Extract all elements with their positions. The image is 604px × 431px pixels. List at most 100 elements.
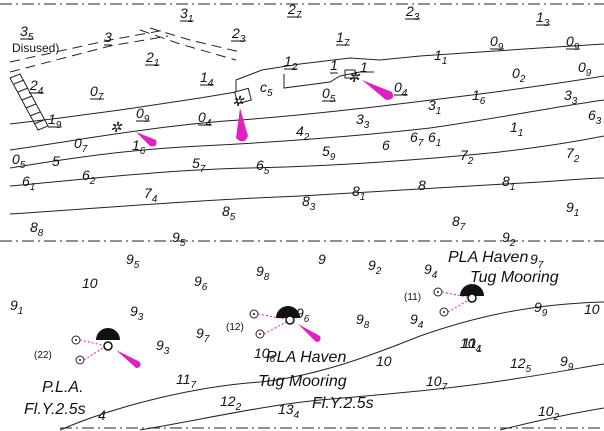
sounding-value: 31 bbox=[428, 97, 441, 117]
sounding-value: 134 bbox=[278, 401, 300, 421]
sounding-value: 09 bbox=[136, 105, 150, 125]
sounding-value: 117 bbox=[176, 371, 197, 391]
sounding-value: 57 bbox=[192, 155, 206, 175]
sounding-value: 122 bbox=[220, 393, 242, 413]
sounding-value: 111 bbox=[462, 335, 482, 355]
sounding-value: 59 bbox=[322, 143, 336, 163]
pla-haven-right-line2: Tug Mooring bbox=[470, 269, 559, 286]
light-flare-upper-left[interactable] bbox=[136, 132, 157, 147]
sounding-value: 62 bbox=[82, 167, 96, 187]
sounding-value: 61 bbox=[428, 129, 441, 149]
sounding-value: 23 bbox=[231, 25, 246, 45]
sounding-value: 74 bbox=[144, 185, 158, 205]
sounding-value: 12 bbox=[284, 53, 298, 73]
sounding-value: 09 bbox=[566, 33, 580, 53]
sounding-value: 19 bbox=[48, 111, 62, 131]
sounding-value: 81 bbox=[352, 183, 365, 203]
sounding-value: 83 bbox=[302, 193, 316, 213]
svg-text:✲: ✲ bbox=[110, 119, 123, 135]
sounding-value: 94 bbox=[410, 311, 424, 331]
sounding-value: 97 bbox=[530, 251, 544, 271]
mooring-buoy-right[interactable] bbox=[433, 284, 484, 317]
sounding-value: 02 bbox=[512, 65, 526, 85]
sounding-value: 93 bbox=[156, 337, 170, 357]
sounding-value: 95 bbox=[126, 251, 140, 271]
sounding-value: 6 bbox=[382, 137, 390, 153]
pla-haven-center-line1: PLA Haven bbox=[266, 349, 346, 366]
sounding-value: 81 bbox=[502, 173, 515, 193]
sounding-value: 17 bbox=[336, 29, 350, 49]
svg-text:✲: ✲ bbox=[232, 93, 245, 109]
sounding-value: 92 bbox=[502, 229, 516, 249]
sounding-value: 99 bbox=[534, 299, 548, 319]
sounding-value: 8 bbox=[418, 177, 426, 193]
pla-line2: Fl.Y.2.5s bbox=[24, 401, 86, 418]
sounding-value: c5 bbox=[260, 79, 273, 99]
svg-text:✲: ✲ bbox=[348, 69, 361, 85]
sounding-value: 96 bbox=[296, 305, 310, 325]
sounding-value: 13 bbox=[536, 9, 550, 29]
sounding-value: 93 bbox=[130, 303, 144, 323]
sounding-value: 67 bbox=[410, 129, 424, 149]
pla-haven-center-line2: Tug Mooring bbox=[258, 373, 347, 390]
buoy-number-22: (22) bbox=[34, 350, 52, 361]
sounding-value: 65 bbox=[256, 157, 270, 177]
light-flare-upper-center[interactable] bbox=[236, 108, 248, 142]
sounding-value: 125 bbox=[510, 355, 532, 375]
sounding-value: 14 bbox=[200, 69, 214, 89]
sounding-value: 98 bbox=[256, 263, 270, 283]
sounding-value: 91 bbox=[566, 199, 579, 219]
sounding-value: 11 bbox=[434, 47, 447, 67]
mooring-buoy-left[interactable] bbox=[71, 328, 141, 368]
sounding-value: 09 bbox=[490, 33, 504, 53]
buoy-number-11: (11) bbox=[404, 292, 421, 303]
sounding-value: 27 bbox=[287, 1, 302, 21]
sounding-value: 35 bbox=[20, 23, 34, 43]
sounding-value: 85 bbox=[222, 203, 236, 223]
sounding-value: 95 bbox=[172, 229, 186, 249]
sounding-value: 33 bbox=[564, 87, 578, 107]
sounding-value: 10 bbox=[376, 353, 392, 369]
sounding-value: 97 bbox=[196, 325, 210, 345]
sounding-value: 1 bbox=[360, 59, 368, 75]
sounding-value: 88 bbox=[30, 219, 44, 239]
sounding-value: 72 bbox=[460, 147, 474, 167]
sounding-value: 33 bbox=[356, 111, 370, 131]
sounding-value: 07 bbox=[90, 83, 104, 103]
sounding-value: 96 bbox=[194, 273, 208, 293]
sounding-value: 91 bbox=[10, 297, 23, 317]
sounding-value: 99 bbox=[560, 353, 574, 373]
sounding-value: 04 bbox=[394, 79, 408, 99]
mooring-buoy-center[interactable] bbox=[249, 306, 321, 342]
sounding-value: 3 bbox=[104, 29, 112, 45]
landmark-star-icon: ✲ ✲ ✲ bbox=[110, 69, 361, 135]
jetty-structure bbox=[9, 73, 49, 131]
sounding-value: 16 bbox=[132, 137, 146, 157]
sounding-value: 31 bbox=[180, 5, 193, 25]
sounding-value: 05 bbox=[322, 85, 336, 105]
sounding-value: 10 bbox=[584, 301, 600, 317]
sounding-value: 94 bbox=[424, 261, 438, 281]
wharf-structure bbox=[9, 43, 604, 125]
depth-contour-lines bbox=[9, 75, 604, 431]
sounding-value: 9 bbox=[318, 251, 326, 267]
sounding-value: 72 bbox=[566, 145, 580, 165]
light-flare-upper-right[interactable] bbox=[362, 80, 394, 100]
sounding-value: 63 bbox=[588, 107, 602, 127]
sounding-value: 10 bbox=[82, 275, 98, 291]
sounding-value: 5 bbox=[52, 153, 60, 169]
sounding-value: 21 bbox=[145, 49, 159, 69]
sounding-value: 16 bbox=[472, 87, 486, 107]
sounding-value: 11 bbox=[510, 119, 523, 139]
light-characteristic-right: Fl.Y.2.5s bbox=[312, 395, 374, 412]
sounding-value: 92 bbox=[368, 257, 382, 277]
pla-haven-right-line1: PLA Haven bbox=[448, 249, 528, 266]
sounding-value: 1 bbox=[330, 57, 338, 73]
sounding-value: 05 bbox=[12, 151, 26, 171]
sounding-value: 23 bbox=[405, 3, 420, 23]
pla-line1: P.L.A. bbox=[42, 379, 84, 396]
disused-pier-outline bbox=[9, 27, 241, 73]
sounding-value: 87 bbox=[452, 213, 466, 233]
